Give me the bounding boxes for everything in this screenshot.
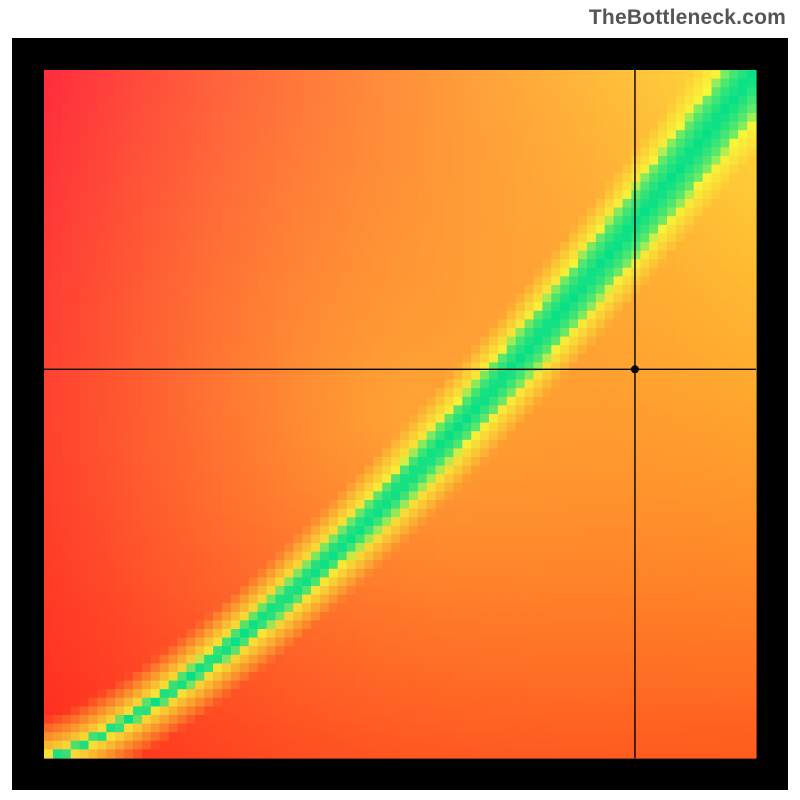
- plot-border: [12, 38, 788, 790]
- chart-container: TheBottleneck.com: [0, 0, 800, 800]
- attribution-label: TheBottleneck.com: [589, 6, 786, 30]
- heatmap-plot: [12, 38, 788, 790]
